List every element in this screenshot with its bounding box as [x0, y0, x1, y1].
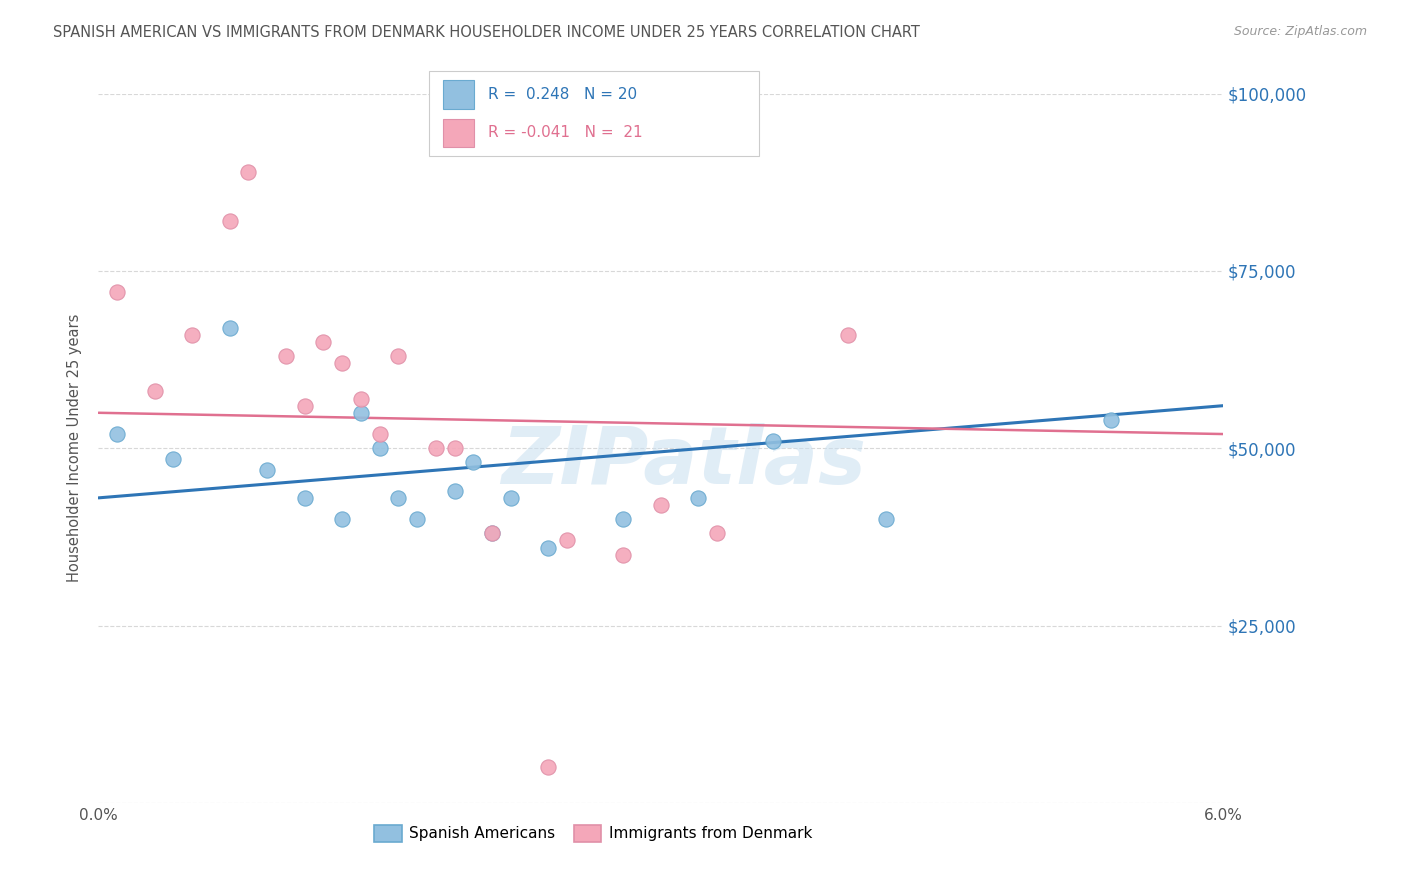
Point — [612, 512, 634, 526]
Point — [481, 526, 503, 541]
Text: SPANISH AMERICAN VS IMMIGRANTS FROM DENMARK HOUSEHOLDER INCOME UNDER 25 YEARS CO: SPANISH AMERICAN VS IMMIGRANTS FROM DENM… — [53, 25, 921, 40]
Point — [256, 462, 278, 476]
Point — [650, 498, 672, 512]
Point — [105, 285, 128, 300]
Point — [443, 483, 465, 498]
Point — [762, 434, 785, 449]
Point — [688, 491, 710, 505]
Text: ZIPatlas: ZIPatlas — [501, 424, 866, 501]
Y-axis label: Householder Income Under 25 years: Householder Income Under 25 years — [67, 314, 83, 582]
Text: Source: ZipAtlas.com: Source: ZipAtlas.com — [1233, 25, 1367, 38]
Point — [350, 406, 373, 420]
Point — [875, 512, 897, 526]
Point — [218, 320, 240, 334]
Point — [537, 541, 560, 555]
Text: R =  0.248   N = 20: R = 0.248 N = 20 — [488, 87, 637, 102]
Point — [294, 491, 316, 505]
Point — [294, 399, 316, 413]
Point — [537, 760, 560, 774]
Point — [330, 356, 353, 370]
Point — [368, 427, 391, 442]
Point — [837, 327, 859, 342]
Point — [105, 427, 128, 442]
Point — [499, 491, 522, 505]
Point — [238, 164, 260, 178]
Point — [387, 349, 409, 363]
Point — [463, 455, 485, 469]
Point — [162, 451, 184, 466]
Point — [387, 491, 409, 505]
Point — [350, 392, 373, 406]
Point — [1099, 413, 1122, 427]
Text: R = -0.041   N =  21: R = -0.041 N = 21 — [488, 126, 643, 140]
Point — [425, 441, 447, 455]
Point — [555, 533, 578, 548]
Point — [181, 327, 204, 342]
Point — [406, 512, 429, 526]
Point — [481, 526, 503, 541]
Point — [330, 512, 353, 526]
Point — [312, 334, 335, 349]
Point — [218, 214, 240, 228]
Point — [143, 384, 166, 399]
Point — [612, 548, 634, 562]
Point — [274, 349, 297, 363]
Point — [443, 441, 465, 455]
Legend: Spanish Americans, Immigrants from Denmark: Spanish Americans, Immigrants from Denma… — [368, 819, 818, 848]
Point — [368, 441, 391, 455]
Point — [706, 526, 728, 541]
